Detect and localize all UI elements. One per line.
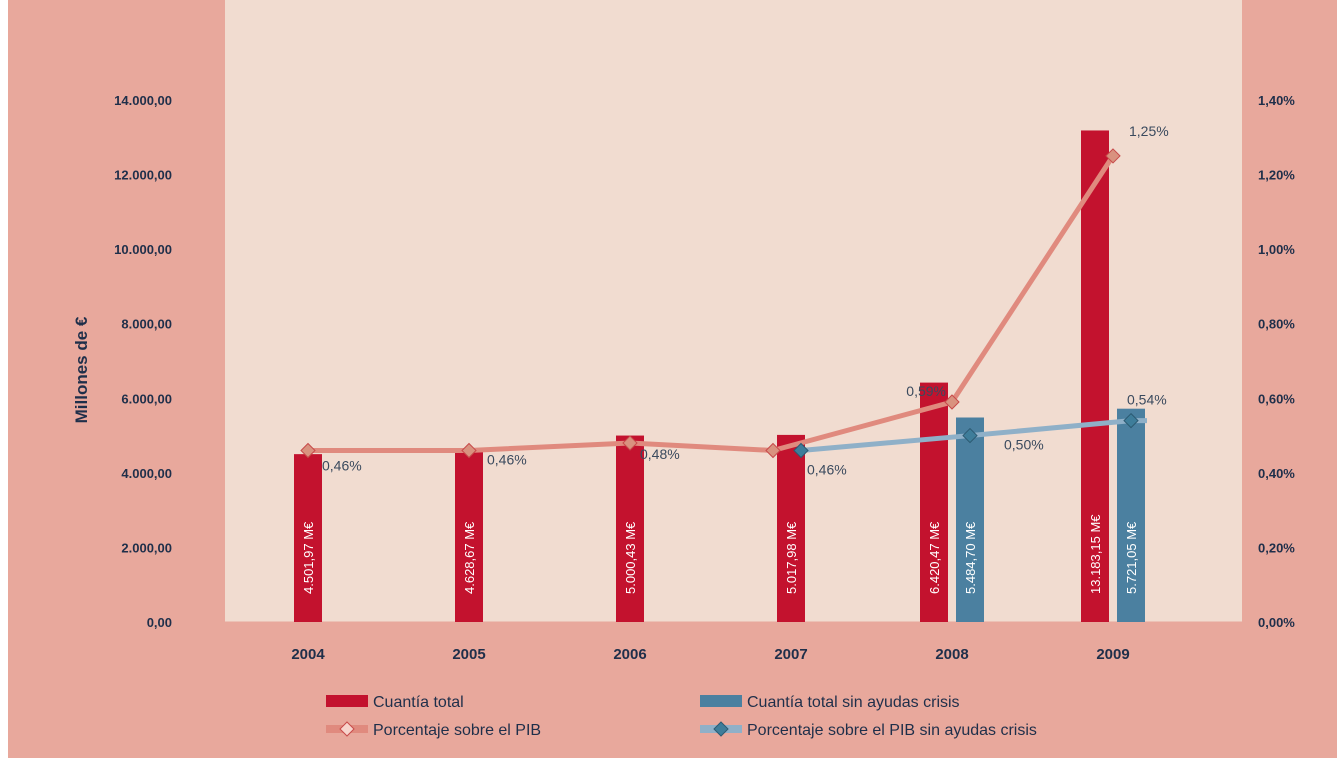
legend-swatch xyxy=(326,695,368,707)
x-tick-label: 2004 xyxy=(291,646,325,663)
y-axis-label: Millones de € xyxy=(72,316,91,423)
bar-cuantia-total xyxy=(1081,130,1109,622)
y2-tick-label: 1,20% xyxy=(1258,168,1295,183)
marker-porcentaje-pib xyxy=(765,442,781,459)
plot-area xyxy=(225,0,1242,622)
line-data-label: 0,46% xyxy=(322,457,362,473)
bar-data-label: 4.501,97 M€ xyxy=(301,521,316,594)
bars: 4.501,97 M€ 4.628,67 M€ 5.000,43 M€ 5.017,9… xyxy=(294,130,1145,622)
x-tick-label: 2008 xyxy=(935,646,968,663)
bar-data-label: 5.484,70 M€ xyxy=(963,521,978,594)
y2-tick-label: 0,80% xyxy=(1258,317,1295,332)
y2-axis-ticks: 0,00% 0,20% 0,40% 0,60% 0,80% 1,00% 1,20% 1,40% xyxy=(1258,93,1295,630)
line-data-label: 0,50% xyxy=(1004,437,1044,453)
y-tick-label: 14.000,00 xyxy=(114,93,172,108)
line-data-label: 0,48% xyxy=(640,446,680,462)
legend-label: Porcentaje sobre el PIB sin ayudas crisi… xyxy=(747,722,1037,739)
marker-porcentaje-pib xyxy=(300,442,316,459)
bar-data-label: 6.420,47 M€ xyxy=(927,521,942,594)
y2-tick-label: 0,60% xyxy=(1258,391,1295,406)
marker-porcentaje-pib xyxy=(1105,148,1121,164)
y-tick-label: 2.000,00 xyxy=(121,540,172,555)
y-tick-label: 12.000,00 xyxy=(114,168,172,183)
bar-cuantia-total xyxy=(777,434,805,622)
y-axis-ticks: 0,00 2.000,00 4.000,00 6.000,00 8.000,00 10.0… xyxy=(114,93,172,630)
marker-porcentaje-pib-sin-ayudas xyxy=(962,427,978,444)
y2-tick-label: 0,40% xyxy=(1258,466,1295,481)
line-data-label: 0,59% xyxy=(906,383,946,399)
legend-marker xyxy=(713,721,729,737)
bar-data-label: 5.000,43 M€ xyxy=(623,521,638,594)
x-tick-label: 2009 xyxy=(1096,646,1129,663)
bar-cuantia-sin-ayudas xyxy=(956,417,984,622)
bar-cuantia-total xyxy=(294,454,322,622)
y-tick-label: 0,00 xyxy=(147,615,172,630)
marker-porcentaje-pib-sin-ayudas xyxy=(793,442,809,459)
legend: Cuantía total Cuantía total sin ayudas cr… xyxy=(326,694,1037,739)
line-data-label: 1,25% xyxy=(1129,123,1169,139)
bar-data-label: 13.183,15 M€ xyxy=(1088,514,1103,594)
legend-swatch xyxy=(700,695,742,707)
y2-tick-label: 1,00% xyxy=(1258,242,1295,257)
lines: 0,46% 0,46% 0,48% 0,59% 1,25% 0,46% 0,50% 0,54% xyxy=(300,123,1169,477)
bar-data-label: 5.721,05 M€ xyxy=(1124,521,1139,594)
bar-data-label: 4.628,67 M€ xyxy=(462,521,477,594)
bar-cuantia-sin-ayudas xyxy=(1117,408,1145,622)
y2-tick-label: 0,00% xyxy=(1258,615,1295,630)
line-porcentaje-pib xyxy=(308,154,1116,453)
y-tick-label: 8.000,00 xyxy=(121,317,172,332)
legend-label: Cuantía total xyxy=(373,694,464,711)
y-tick-label: 6.000,00 xyxy=(121,391,172,406)
x-tick-label: 2006 xyxy=(613,646,646,663)
x-tick-label: 2007 xyxy=(774,646,807,663)
line-data-label: 0,46% xyxy=(487,451,527,467)
x-tick-label: 2005 xyxy=(452,646,485,663)
marker-porcentaje-pib xyxy=(461,442,477,459)
marker-porcentaje-pib xyxy=(944,394,960,410)
y2-tick-label: 1,40% xyxy=(1258,93,1295,108)
marker-porcentaje-pib xyxy=(622,435,638,451)
x-axis-ticks: 2004 2005 2006 2007 2008 2009 xyxy=(291,646,1129,663)
line-data-label: 0,46% xyxy=(807,461,847,477)
line-data-label: 0,54% xyxy=(1127,392,1167,408)
y-tick-label: 4.000,00 xyxy=(121,466,172,481)
bar-cuantia-total xyxy=(920,382,948,622)
legend-label: Cuantía total sin ayudas crisis xyxy=(747,694,960,711)
y-tick-label: 10.000,00 xyxy=(114,242,172,257)
line-porcentaje-pib-sin-ayudas xyxy=(800,418,1147,453)
bar-cuantia-total xyxy=(616,435,644,622)
marker-porcentaje-pib-sin-ayudas xyxy=(1123,412,1139,429)
y2-tick-label: 0,20% xyxy=(1258,540,1295,555)
legend-marker xyxy=(339,721,355,737)
legend-label: Porcentaje sobre el PIB xyxy=(373,722,541,739)
bar-data-label: 5.017,98 M€ xyxy=(784,521,799,594)
bar-cuantia-total xyxy=(455,449,483,622)
